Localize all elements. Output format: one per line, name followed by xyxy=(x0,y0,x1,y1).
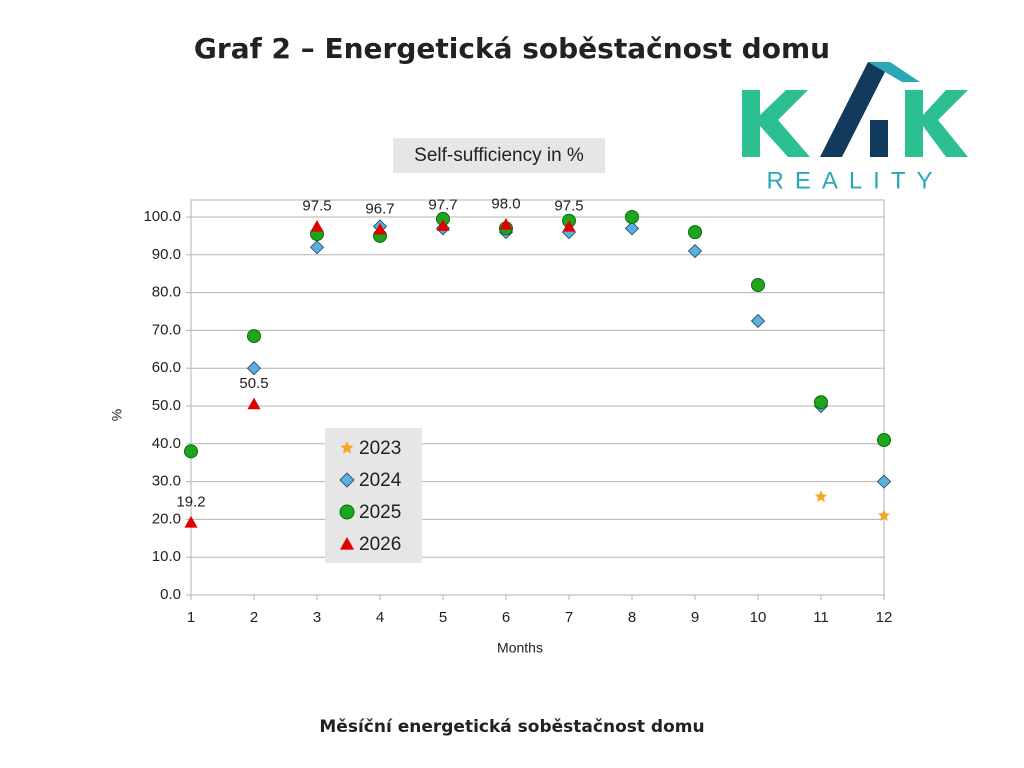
y-tick-label: 30.0 xyxy=(152,473,181,490)
marker xyxy=(309,240,325,255)
marker xyxy=(688,225,702,240)
marker xyxy=(814,395,828,410)
y-tick-label: 80.0 xyxy=(152,284,181,301)
x-tick-label: 11 xyxy=(813,609,829,626)
y-tick-label: 20.0 xyxy=(152,510,181,527)
legend: 2023 2024 2025 2026 xyxy=(325,428,422,563)
data-label: 97.7 xyxy=(428,197,457,214)
logo-chevron xyxy=(820,62,890,157)
logo-letter xyxy=(905,90,968,157)
marker xyxy=(373,222,387,235)
y-axis-label: % xyxy=(109,409,125,421)
y-tick-label: 10.0 xyxy=(152,548,181,565)
data-label: 96.7 xyxy=(365,200,394,217)
x-tick-label: 2 xyxy=(250,609,258,626)
marker xyxy=(184,444,198,459)
marker xyxy=(247,397,261,410)
logo: REALITY xyxy=(742,62,968,194)
legend-label: 2025 xyxy=(359,502,401,523)
marker xyxy=(246,361,262,376)
x-tick-label: 7 xyxy=(565,609,573,626)
plot-frame xyxy=(190,199,885,596)
marker xyxy=(247,329,261,344)
marker xyxy=(624,221,640,236)
legend-label: 2023 xyxy=(359,438,401,459)
x-tick-label: 3 xyxy=(313,609,321,626)
legend-marker xyxy=(340,537,354,550)
logo-chevron xyxy=(868,62,920,82)
y-tick-label: 60.0 xyxy=(152,359,181,376)
marker xyxy=(877,509,891,521)
marker xyxy=(625,210,639,224)
marker xyxy=(562,219,576,232)
data-label: 98.0 xyxy=(491,196,520,213)
data-label: 97.5 xyxy=(554,197,583,214)
x-tick-label: 10 xyxy=(750,609,767,626)
marker xyxy=(184,515,198,528)
y-tick-label: 50.0 xyxy=(152,397,181,414)
marker xyxy=(436,219,450,231)
logo-chevron xyxy=(870,120,888,157)
legend-marker xyxy=(339,472,355,488)
legend-label: 2024 xyxy=(359,470,402,491)
x-axis-label: Months xyxy=(497,640,543,656)
x-tick-label: 4 xyxy=(376,609,384,626)
y-tick-label: 40.0 xyxy=(152,435,181,452)
y-tick-label: 0.0 xyxy=(160,586,181,603)
chart-title: Self-sufficiency in % xyxy=(414,145,584,166)
marker xyxy=(499,218,513,230)
y-tick-label: 70.0 xyxy=(152,321,181,338)
legend-marker xyxy=(340,441,354,454)
x-tick-label: 12 xyxy=(876,609,893,626)
x-tick-label: 6 xyxy=(502,609,510,626)
data-label: 19.2 xyxy=(176,493,205,510)
marker xyxy=(310,219,324,232)
y-tick-label: 90.0 xyxy=(152,246,181,263)
marker xyxy=(876,474,892,489)
marker xyxy=(750,313,766,329)
y-tick-label: 100.0 xyxy=(143,208,181,225)
x-tick-label: 5 xyxy=(439,609,447,626)
slide-title: Graf 2 – Energetická soběstačnost domu xyxy=(194,32,830,65)
x-tick-label: 1 xyxy=(187,609,195,626)
x-tick-label: 9 xyxy=(691,609,699,626)
marker xyxy=(814,490,828,502)
logo-letter xyxy=(742,90,810,157)
chart-title-box xyxy=(393,138,605,173)
caption: Měsíční energetická soběstačnost domu xyxy=(319,717,704,737)
marker xyxy=(877,433,891,448)
legend-box xyxy=(325,428,422,563)
marker xyxy=(751,278,765,293)
legend-label: 2026 xyxy=(359,534,401,555)
x-tick-label: 8 xyxy=(628,609,636,626)
data-label: 50.5 xyxy=(239,375,268,392)
plot: 0.0 10.0 20.0 30.0 40.0 50.0 60.0 70.0 80.0 90.0 1… xyxy=(143,196,892,626)
data-label: 97.5 xyxy=(302,197,331,214)
legend-marker xyxy=(339,504,355,520)
marker xyxy=(687,243,703,259)
logo-tagline: REALITY xyxy=(766,167,943,194)
